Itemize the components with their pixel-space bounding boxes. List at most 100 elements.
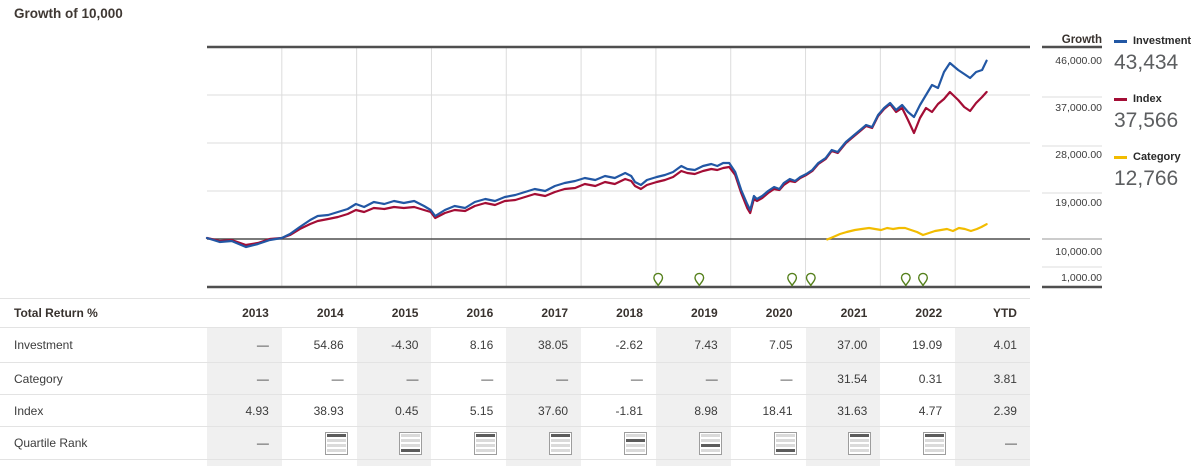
quartile-rank-icon [698,431,722,455]
table-row-index: Index 4.93 38.93 0.45 5.15 37.60 -1.81 8.98 18.4… [0,394,1030,426]
return-value-cell: — [356,363,432,394]
quartile-cell: — [207,427,282,459]
row-label: Quartile Rank [14,436,88,450]
axis-tick-label: 46,000.00 [1055,55,1102,67]
legend-item-category[interactable]: Category 12,766 [1114,150,1197,191]
event-pin-icon[interactable] [787,272,798,287]
return-value-cell: 4.01 [955,328,1030,362]
page-title: Growth of 10,000 [14,6,123,21]
column-header: YTD [992,306,1017,320]
axis-tick-label: 19,000.00 [1055,197,1102,209]
column-header: 2021 [840,306,868,320]
investment-line-swatch-icon [1114,39,1127,43]
return-value-cell: — [207,363,282,394]
column-header: 2015 [391,306,419,320]
legend-final-value: 43,434 [1114,51,1179,74]
column-header: 2019 [690,306,718,320]
legend-item-investment[interactable]: Investment 43,434 [1114,34,1197,75]
filler-cell [506,460,582,466]
filler-cell [955,460,1030,466]
filler-cell [655,460,731,466]
quartile-cell: — [955,427,1030,459]
axis-tick-label: 1,000.00 [1061,272,1102,284]
return-value-cell: 0.45 [356,395,432,426]
event-pin-icon[interactable] [917,272,929,287]
return-value-cell: 38.93 [313,403,344,418]
quartile-rank-icon [324,431,348,455]
return-value-cell: 31.54 [805,363,881,394]
quartile-cell [356,427,432,459]
quartile-cell [805,427,881,459]
category-line [826,223,988,241]
legend-final-value: 37,566 [1114,109,1179,132]
filler-cell [805,460,881,466]
column-header: 2020 [765,306,793,320]
quartile-cell [731,427,806,459]
quartile-cell [655,427,731,459]
return-value-cell: 8.98 [655,395,731,426]
return-value-cell: 18.41 [762,403,793,418]
legend-label: Index [1133,93,1162,105]
event-pin-icon[interactable] [694,272,705,287]
return-value-cell: 8.16 [469,338,494,352]
return-value-cell: -1.81 [615,403,643,418]
category-line-swatch-icon [1114,155,1127,159]
return-value-cell: 31.63 [805,395,881,426]
return-value-cell: — [481,371,494,386]
event-pin-icon[interactable] [805,272,816,287]
event-pin-icon[interactable] [900,272,911,287]
return-value-cell: -4.30 [356,328,432,362]
return-value-cell: 54.86 [313,338,344,352]
table-header-row: Total Return % 2013 2014 2015 2016 2017 2018 20… [0,298,1030,327]
investment-line [205,59,988,249]
return-value-cell: 4.93 [207,395,282,426]
filler-cell [581,460,656,466]
return-value-cell: -2.62 [615,338,643,352]
quartile-rank-icon [399,431,423,455]
return-value-cell: — [207,328,282,362]
legend-label: Investment [1133,35,1192,47]
axis-tick-label: 37,000.00 [1055,102,1102,114]
return-value-cell: — [655,363,731,394]
return-value-cell: 4.77 [918,403,943,418]
quartile-rank-icon [549,431,573,455]
filler-cell [880,460,955,466]
return-value-cell: — [506,363,582,394]
chart-legend: Investment 43,434 Index 37,566 Category 12,76… [1114,34,1197,208]
legend-final-value: 12,766 [1114,167,1179,190]
row-label: Index [14,403,44,418]
return-value-cell: — [780,371,793,386]
return-value-cell: 38.05 [506,328,582,362]
axis-tick-label: 28,000.00 [1055,149,1102,161]
return-value-cell: 37.00 [805,328,881,362]
return-value-cell: 3.81 [955,363,1030,394]
quartile-cell [581,427,656,459]
table-row-quartile-rank: Quartile Rank — — [0,426,1030,459]
filler-cell [207,460,282,466]
column-header: 2013 [242,306,269,320]
quartile-rank-icon [773,431,797,455]
column-header: 2016 [466,306,494,320]
quartile-rank-icon [848,431,872,455]
return-value-cell: 0.31 [918,371,943,386]
table-row-investment: Investment — 54.86 -4.30 8.16 38.05 -2.62 7.43 7… [0,327,1030,362]
row-label: Total Return % [14,306,98,320]
filler-cell [731,460,806,466]
index-line [205,90,988,247]
filler-cell [356,460,432,466]
quartile-cell [282,427,357,459]
column-header: 2018 [616,306,643,320]
index-line-swatch-icon [1114,97,1127,101]
quartile-cell [431,427,506,459]
return-value-cell: — [630,371,643,386]
legend-item-index[interactable]: Index 37,566 [1114,92,1197,133]
return-value-cell: 19.09 [912,338,943,352]
table-filler-row [0,459,1030,466]
column-header: 2017 [541,306,569,320]
quartile-cell [880,427,955,459]
return-value-cell: 7.43 [655,328,731,362]
row-label: Investment [14,338,73,352]
row-label [0,460,207,466]
event-pin-icon[interactable] [653,272,664,287]
